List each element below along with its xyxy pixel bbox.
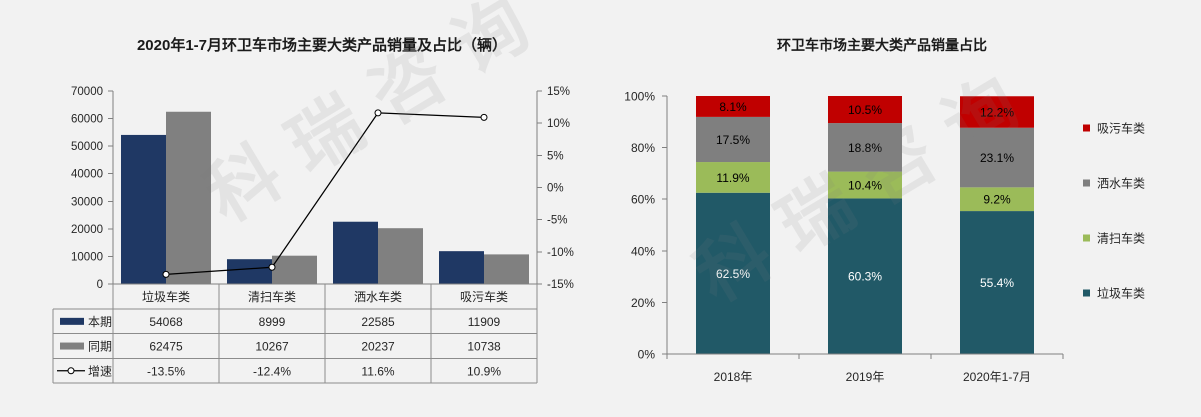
- growth-rate-point: [480, 113, 488, 121]
- secondary-y-axis-tick-label: 5%: [547, 150, 564, 162]
- segment-value-label: 12.2%: [980, 105, 1014, 119]
- category-label: 2018年: [714, 370, 753, 384]
- stacked-bar-segment: [828, 171, 902, 199]
- sales-share-chart: 环卫车市场主要大类产品销量占比 0% 20% 40% 60% 80% 100% 62.5% 6…: [624, 37, 1145, 384]
- legend-label: 吸污车类: [1097, 121, 1145, 136]
- stacked-bar-segment: [828, 123, 902, 172]
- legend-swatch: [1083, 289, 1090, 297]
- segment-value-label: 23.1%: [980, 151, 1014, 165]
- table-cell: 10267: [255, 340, 289, 354]
- secondary-y-axis-tick-label: -10%: [547, 247, 574, 259]
- category-label: 洒水车类: [354, 289, 402, 304]
- stacked-bar-segment: [696, 192, 770, 354]
- table-series-name: 本期: [88, 315, 112, 329]
- segment-value-label: 62.5%: [716, 267, 750, 281]
- current-period-bar: [121, 134, 166, 284]
- watermark-text: 科瑞咨询: [192, 0, 562, 238]
- y-axis-tick-label: 20000: [71, 224, 103, 236]
- y-axis-tick-label: 40%: [631, 244, 655, 258]
- y-axis-tick-label: 80%: [631, 141, 655, 155]
- growth-rate-point: [374, 109, 382, 117]
- segment-value-label: 60.3%: [848, 270, 882, 284]
- stacked-bar-segment: [696, 116, 770, 163]
- chart-title: 2020年1-7月环卫车市场主要大类产品销量及占比（辆）: [137, 36, 507, 54]
- table-cell: -13.5%: [147, 364, 185, 378]
- segment-value-label: 9.2%: [983, 193, 1011, 207]
- category-label: 2019年: [846, 370, 885, 384]
- y-axis-tick-label: 50000: [71, 141, 103, 153]
- growth-rate-line: [165, 112, 485, 275]
- y-axis-tick-label: 70000: [71, 86, 103, 98]
- current-period-bar: [333, 221, 378, 284]
- table-cell: 54068: [149, 315, 183, 329]
- table-cell: 62475: [149, 340, 183, 354]
- segment-value-label: 17.5%: [716, 133, 750, 147]
- legend-label: 洒水车类: [1097, 176, 1145, 191]
- prior-period-bar: [272, 255, 317, 284]
- table-cell: 11909: [468, 315, 501, 329]
- legend-swatch: [1083, 179, 1090, 187]
- table-cell: -12.4%: [253, 364, 291, 378]
- category-label: 清扫车类: [248, 289, 296, 304]
- current-period-bar: [227, 259, 272, 284]
- stacked-bar-segment: [696, 162, 770, 193]
- table-cell: 11.6%: [361, 364, 394, 378]
- table-cell: 20237: [361, 340, 395, 354]
- table-cell: 22585: [361, 315, 395, 329]
- table-legend-marker: [67, 367, 75, 375]
- category-label: 吸污车类: [460, 289, 508, 304]
- y-axis-tick-label: 40000: [71, 169, 103, 181]
- stacked-bar-segment: [960, 211, 1034, 354]
- table-legend-swatch: [60, 317, 84, 325]
- table-series-name: 增速: [88, 364, 112, 378]
- y-axis-tick-label: 20%: [631, 296, 655, 310]
- current-period-bar: [439, 251, 484, 284]
- stacked-bar-segment: [960, 187, 1034, 212]
- secondary-y-axis-tick-label: 15%: [547, 86, 570, 98]
- stacked-bar-segment: [960, 127, 1034, 188]
- table-cell: 10738: [467, 340, 501, 354]
- prior-period-bar: [166, 111, 211, 284]
- secondary-y-axis-tick-label: -5%: [547, 215, 567, 227]
- segment-value-label: 10.4%: [848, 179, 882, 193]
- y-axis-tick-label: 0: [97, 279, 103, 291]
- y-axis-tick-label: 100%: [624, 90, 655, 104]
- legend-swatch: [1083, 124, 1090, 132]
- stacked-bar-segment: [828, 198, 902, 354]
- prior-period-bar: [378, 228, 423, 284]
- secondary-y-axis-tick-label: -15%: [547, 279, 574, 291]
- category-label: 垃圾车类: [142, 289, 190, 304]
- segment-value-label: 18.8%: [848, 141, 882, 155]
- y-axis-tick-label: 10000: [71, 251, 103, 263]
- y-axis-tick-label: 60%: [631, 193, 655, 207]
- stacked-bar-segment: [696, 96, 770, 117]
- secondary-y-axis-tick-label: 10%: [547, 118, 570, 130]
- prior-period-bar: [484, 254, 529, 284]
- legend-label: 垃圾车类: [1097, 286, 1145, 301]
- table-series-name: 同期: [88, 340, 112, 354]
- table-cell: 10.9%: [467, 364, 501, 378]
- segment-value-label: 8.1%: [719, 100, 747, 114]
- stacked-bar-segment: [960, 96, 1034, 128]
- table-legend-swatch: [60, 342, 84, 350]
- secondary-y-axis-tick-label: 0%: [547, 183, 564, 195]
- category-label: 2020年1-7月: [963, 370, 1031, 384]
- sales-volume-chart: 2020年1-7月环卫车市场主要大类产品销量及占比（辆） 0 10000 20000…: [52, 36, 574, 384]
- segment-value-label: 10.5%: [848, 103, 882, 117]
- legend-swatch: [1083, 234, 1090, 242]
- chart-title: 环卫车市场主要大类产品销量占比: [777, 37, 987, 53]
- segment-value-label: 11.9%: [716, 171, 749, 185]
- growth-rate-point: [268, 263, 276, 271]
- growth-rate-point: [162, 270, 170, 278]
- y-axis-tick-label: 60000: [71, 114, 103, 126]
- stacked-bar-segment: [828, 96, 902, 124]
- y-axis-tick-label: 0%: [638, 348, 656, 362]
- y-axis-tick-label: 30000: [71, 196, 103, 208]
- legend-label: 清扫车类: [1097, 231, 1145, 246]
- segment-value-label: 55.4%: [980, 276, 1014, 290]
- table-cell: 8999: [259, 315, 286, 329]
